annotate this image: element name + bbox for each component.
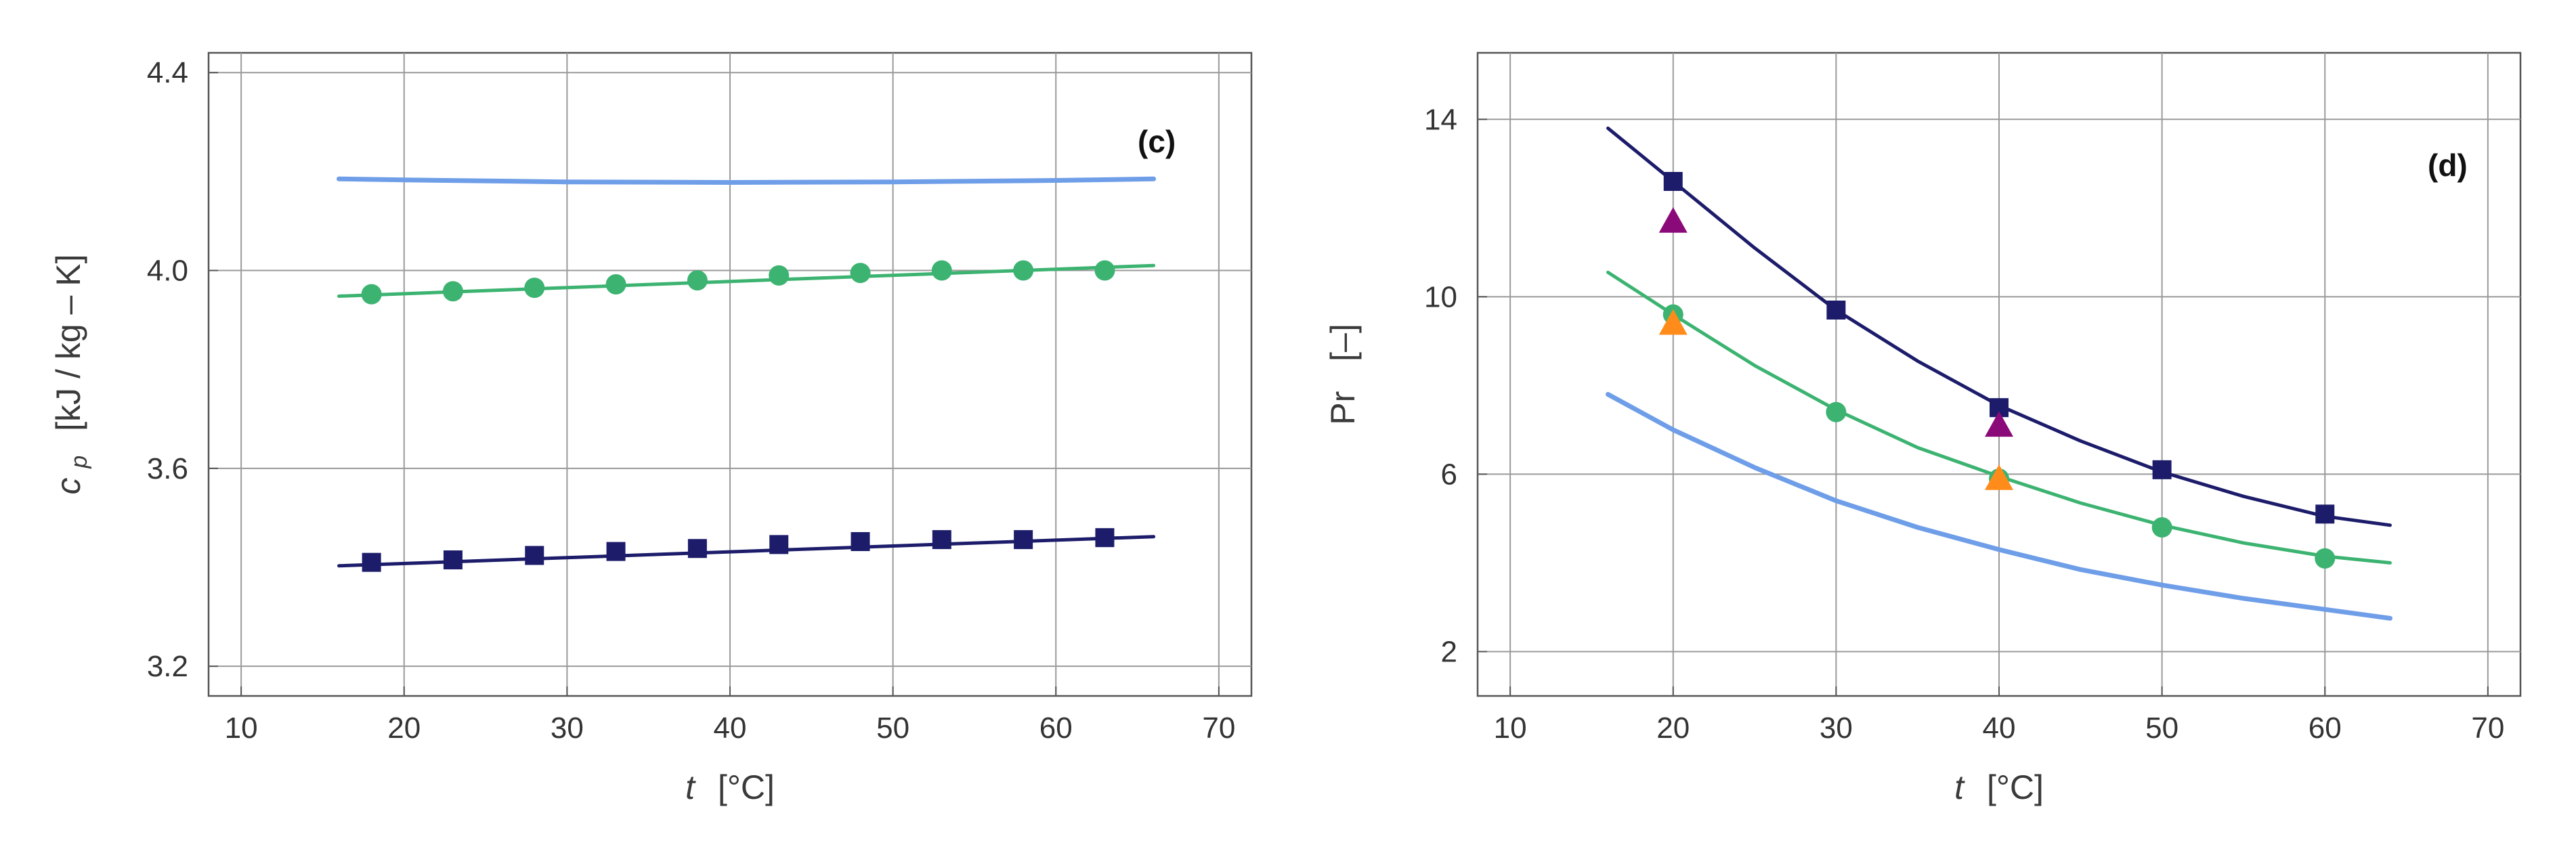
x-tick-label: 20 bbox=[1656, 712, 1690, 745]
chart-panel-c: 10 20 30 40 50 60 70 3.2 3.6 4.0 4.4 (c) t [°C] c … bbox=[49, 51, 1253, 806]
x-tick-label: 30 bbox=[551, 712, 584, 745]
panel-label-d: (d) bbox=[2428, 148, 2468, 183]
data-point bbox=[687, 270, 708, 291]
data-point bbox=[850, 263, 871, 284]
series-c bbox=[337, 176, 1157, 572]
x-tick-label: 60 bbox=[1039, 712, 1073, 745]
y-axis-symbol-c: c bbox=[49, 477, 87, 494]
x-axis-unit-c: [°C] bbox=[718, 768, 775, 806]
y-tick-label: 14 bbox=[1424, 103, 1457, 136]
data-point bbox=[1826, 401, 1847, 422]
x-tick-label: 40 bbox=[714, 712, 747, 745]
y-axis-symbol-d: Pr bbox=[1324, 391, 1362, 425]
x-tick-label: 50 bbox=[2145, 712, 2178, 745]
data-point bbox=[443, 550, 463, 570]
y-axis-label-d: Pr [–] bbox=[1324, 324, 1362, 425]
data-point bbox=[2152, 460, 2172, 479]
data-point bbox=[1658, 309, 1688, 335]
data-point bbox=[1094, 260, 1115, 281]
x-axis-symbol-d: t bbox=[1954, 768, 1965, 806]
x-tick-label: 70 bbox=[2471, 712, 2504, 745]
data-point bbox=[362, 552, 381, 572]
data-point bbox=[1095, 528, 1115, 548]
y-tick-label: 3.6 bbox=[147, 452, 188, 485]
y-axis-unit-d: [–] bbox=[1324, 324, 1362, 362]
grid-d bbox=[1478, 53, 2520, 696]
data-point bbox=[1658, 206, 1688, 233]
x-tick-label: 10 bbox=[225, 712, 258, 745]
y-tick-label: 10 bbox=[1424, 280, 1457, 313]
y-tick-label: 2 bbox=[1441, 635, 1457, 668]
x-axis-symbol-c: t bbox=[685, 768, 696, 806]
x-tick-label: 30 bbox=[1820, 712, 1853, 745]
data-point bbox=[1985, 411, 2013, 437]
data-point bbox=[1663, 172, 1683, 191]
y-tick-label: 4.4 bbox=[147, 56, 188, 89]
x-tick-label: 60 bbox=[2309, 712, 2342, 745]
grid-c bbox=[209, 53, 1251, 696]
data-point bbox=[1985, 464, 2013, 490]
data-point bbox=[605, 274, 626, 294]
data-point bbox=[606, 542, 626, 561]
data-point bbox=[1013, 260, 1034, 281]
data-point bbox=[851, 532, 870, 551]
y-axis-unit-c: [kJ / kg – K] bbox=[49, 255, 87, 431]
data-point bbox=[932, 530, 951, 550]
data-point bbox=[931, 260, 952, 281]
y-axis-label-c: c p [kJ / kg – K] bbox=[49, 255, 94, 495]
data-point bbox=[769, 535, 789, 554]
series-line bbox=[1606, 392, 2392, 621]
x-axis-label-d: t [°C] bbox=[1954, 768, 2044, 806]
y-tick-label: 3.2 bbox=[147, 650, 188, 683]
tick-labels-c: 10 20 30 40 50 60 70 3.2 3.6 4.0 4.4 bbox=[147, 56, 1236, 745]
x-axis-label-c: t [°C] bbox=[685, 768, 775, 806]
tick-labels-d: 10 20 30 40 50 60 70 2 6 10 14 bbox=[1424, 103, 2504, 745]
data-point bbox=[769, 265, 790, 286]
chart-panel-d: 10 20 30 40 50 60 70 2 6 10 14 (d) t [°C] Pr [–] bbox=[1324, 51, 2522, 806]
x-tick-label: 20 bbox=[387, 712, 421, 745]
data-point bbox=[687, 539, 707, 559]
x-tick-label: 70 bbox=[1202, 712, 1235, 745]
series-d bbox=[1606, 126, 2392, 621]
data-point bbox=[2315, 548, 2336, 569]
y-axis-subscript-c: p bbox=[66, 456, 92, 469]
x-tick-label: 50 bbox=[876, 712, 909, 745]
x-tick-label: 10 bbox=[1494, 712, 1527, 745]
panel-label-c: (c) bbox=[1138, 124, 1176, 159]
data-point bbox=[442, 281, 463, 302]
series-line bbox=[337, 176, 1157, 185]
data-point bbox=[2151, 517, 2172, 538]
data-point bbox=[524, 278, 545, 299]
y-tick-label: 6 bbox=[1441, 458, 1457, 491]
x-axis-unit-d: [°C] bbox=[1987, 768, 2044, 806]
data-point bbox=[1014, 530, 1033, 550]
data-point bbox=[361, 284, 382, 305]
x-tick-label: 40 bbox=[1983, 712, 2016, 745]
data-point bbox=[525, 546, 544, 565]
y-tick-label: 4.0 bbox=[147, 255, 188, 288]
data-point bbox=[1826, 301, 1846, 320]
data-point bbox=[2315, 504, 2335, 524]
